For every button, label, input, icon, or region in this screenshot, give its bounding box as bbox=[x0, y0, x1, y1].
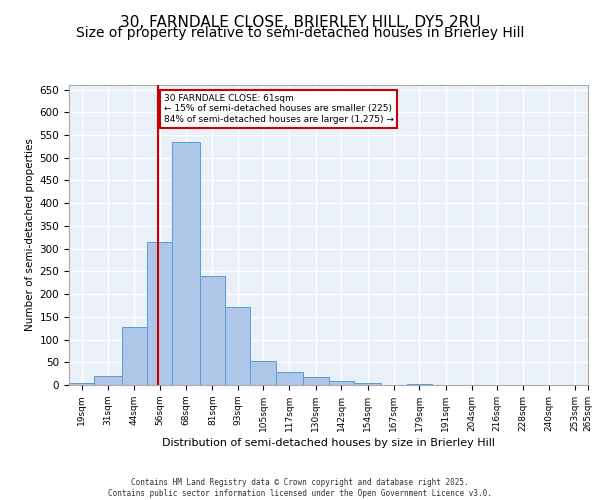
Bar bbox=[122, 327, 147, 385]
Y-axis label: Number of semi-detached properties: Number of semi-detached properties bbox=[25, 138, 35, 332]
Bar bbox=[200, 276, 225, 385]
Bar bbox=[303, 377, 329, 385]
X-axis label: Distribution of semi-detached houses by size in Brierley Hill: Distribution of semi-detached houses by … bbox=[162, 438, 495, 448]
Bar bbox=[225, 307, 250, 385]
Bar bbox=[276, 372, 303, 385]
Bar bbox=[329, 382, 354, 385]
Bar bbox=[250, 361, 276, 385]
Bar bbox=[147, 242, 172, 385]
Text: Contains HM Land Registry data © Crown copyright and database right 2025.
Contai: Contains HM Land Registry data © Crown c… bbox=[108, 478, 492, 498]
Bar bbox=[94, 376, 122, 385]
Text: Size of property relative to semi-detached houses in Brierley Hill: Size of property relative to semi-detach… bbox=[76, 26, 524, 40]
Bar bbox=[172, 142, 200, 385]
Text: 30, FARNDALE CLOSE, BRIERLEY HILL, DY5 2RU: 30, FARNDALE CLOSE, BRIERLEY HILL, DY5 2… bbox=[120, 15, 480, 30]
Bar bbox=[407, 384, 432, 385]
Bar bbox=[69, 382, 94, 385]
Text: 30 FARNDALE CLOSE: 61sqm
← 15% of semi-detached houses are smaller (225)
84% of : 30 FARNDALE CLOSE: 61sqm ← 15% of semi-d… bbox=[164, 94, 394, 124]
Bar bbox=[354, 382, 381, 385]
